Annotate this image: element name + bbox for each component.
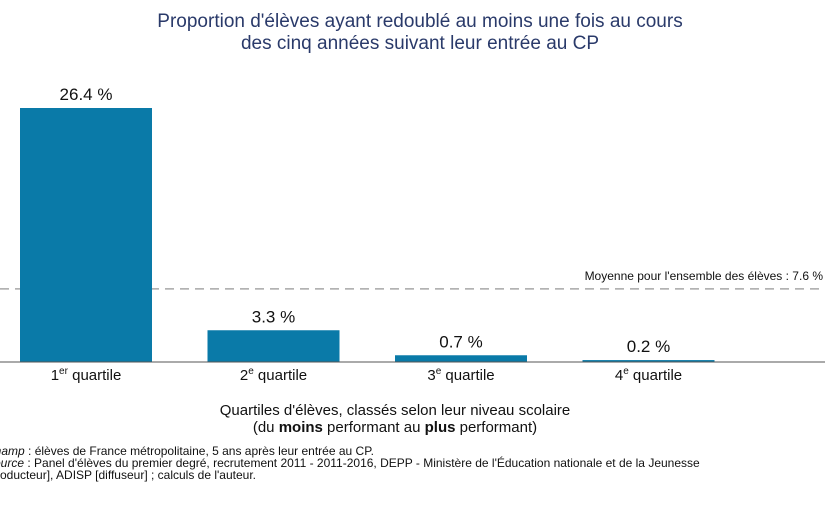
bar-quartile-2 <box>207 330 340 362</box>
chart-title-line-1: Proportion d'élèves ayant redoublé au mo… <box>157 11 683 32</box>
footnote: Champ : élèves de France métropolitaine,… <box>0 445 825 481</box>
x-axis-title-line-1: Quartiles d'élèves, classés selon leur n… <box>219 402 571 419</box>
bar-chart: Moyenne pour l'ensemble des élèves : 7.6… <box>0 85 825 384</box>
footnote-champ: Champ : élèves de France métropolitaine,… <box>0 445 825 457</box>
x-tick-label-quartile-4: 4e quartile <box>615 366 682 384</box>
footnote-champ-label: Champ <box>0 444 25 458</box>
x-axis-title-bold-plus: plus <box>424 419 456 436</box>
x-axis-title-line-2: (du moins performant au plus performant) <box>252 419 538 436</box>
bar-quartile-3 <box>395 355 527 362</box>
footnote-source-continued: [producteur], ADISP [diffuseur] ; calcul… <box>0 468 256 482</box>
footnote-source: Source : Panel d'élèves du premier degré… <box>0 457 825 469</box>
value-label-quartile-1: 26.4 % <box>60 85 113 104</box>
x-axis-title: Quartiles d'élèves, classés selon leur n… <box>0 402 790 436</box>
chart-title: Proportion d'élèves ayant redoublé au mo… <box>0 11 825 55</box>
value-label-quartile-2: 3.3 % <box>252 307 295 326</box>
x-tick-label-quartile-1: 1er quartile <box>51 366 122 384</box>
value-label-quartile-4: 0.2 % <box>627 337 670 356</box>
bar-quartile-4 <box>582 360 715 362</box>
x-tick-label-quartile-3: 3e quartile <box>427 366 494 384</box>
x-tick-label-quartile-2: 2e quartile <box>240 366 307 384</box>
value-label-quartile-3: 0.7 % <box>439 332 482 351</box>
chart-title-line-2: des cinq années suivant leur entrée au C… <box>240 33 600 54</box>
bar-quartile-1 <box>20 108 152 362</box>
mean-reference-label: Moyenne pour l'ensemble des élèves : 7.6… <box>585 269 824 283</box>
x-axis-title-bold-moins: moins <box>278 419 323 436</box>
footnote-source-label: Source <box>0 456 25 470</box>
